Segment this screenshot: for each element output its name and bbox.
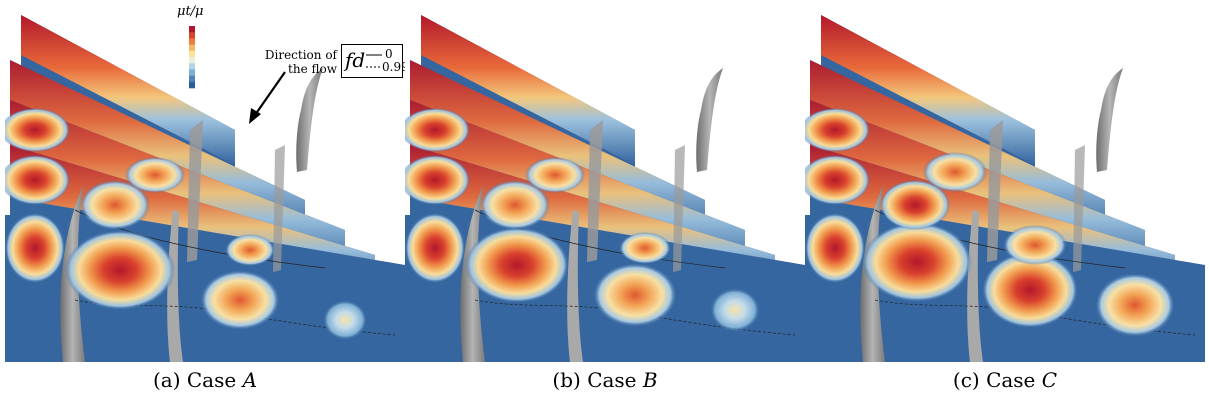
- flow-visualization-c: [805, 0, 1205, 365]
- vortex-core: [619, 232, 671, 264]
- flow-direction-arrow: [254, 71, 286, 116]
- vortex-core: [405, 108, 470, 152]
- arrowhead-icon: [249, 108, 261, 124]
- vortex-core: [323, 300, 367, 340]
- colorbar-swatch: [189, 32, 195, 39]
- colorbar: [189, 26, 195, 89]
- colorbar-swatch: [189, 26, 195, 33]
- vortex-core: [1095, 273, 1175, 337]
- colorbar-swatch: [189, 75, 195, 83]
- legend-lines: [366, 54, 382, 68]
- vortex-core: [710, 288, 760, 332]
- colorbar-swatch: [189, 38, 195, 45]
- vortex-core: [862, 222, 972, 302]
- caption-case: B: [642, 368, 658, 392]
- caption-prefix: (c) Case: [952, 368, 1042, 392]
- colorbar-swatch: [189, 44, 195, 52]
- flow-label-line2: the flow: [288, 62, 337, 76]
- caption-c: (c) Case C: [805, 368, 1205, 392]
- vortex-core: [200, 270, 280, 330]
- vortex-core: [923, 152, 987, 192]
- caption-case: C: [1041, 368, 1058, 392]
- colorbar-swatch: [189, 57, 195, 64]
- vortex-core: [805, 108, 870, 152]
- vortex-core: [225, 234, 275, 266]
- caption-case: A: [242, 368, 258, 392]
- vortex-core: [405, 213, 465, 283]
- legend-box: fd 0 0.99: [341, 44, 409, 78]
- vortex-core: [1003, 225, 1067, 265]
- colorbar-label: μt/μ: [177, 4, 204, 19]
- flow-visualization-b: [405, 0, 805, 365]
- colorbar-swatch: [189, 81, 195, 89]
- vortex-core: [805, 155, 870, 205]
- caption-prefix: (b) Case: [552, 368, 643, 392]
- vortex-core: [982, 252, 1078, 328]
- caption-a: (a) Case A: [5, 368, 405, 392]
- caption-b: (b) Case B: [405, 368, 805, 392]
- vortex-core: [405, 155, 470, 205]
- flow-visualization-a: [5, 0, 405, 365]
- vortex-core: [5, 155, 70, 205]
- vortex-core: [593, 263, 677, 327]
- colorbar-swatch: [189, 63, 195, 70]
- panel-c: (c) Case C: [805, 0, 1205, 403]
- legend-symbol: fd: [345, 48, 366, 72]
- flow-direction-label: Direction of the flow: [217, 48, 337, 76]
- vortex-core: [65, 230, 175, 310]
- vortex-core: [480, 180, 550, 230]
- panel-b: (b) Case B: [405, 0, 805, 403]
- colorbar-swatch: [189, 69, 195, 76]
- caption-prefix: (a) Case: [152, 368, 243, 392]
- flow-label-line1: Direction of: [264, 48, 337, 62]
- colorbar-swatch: [189, 50, 195, 58]
- panel-a: μt/μ Direction of the flow fd 0 0.99 (a)…: [5, 0, 409, 403]
- vortex-core: [880, 180, 950, 230]
- vortex-core: [125, 157, 185, 193]
- vortex-core: [465, 227, 569, 303]
- vortex-core: [525, 157, 585, 193]
- vortex-core: [5, 213, 65, 283]
- vortex-core: [805, 213, 865, 283]
- vortex-core: [5, 108, 70, 152]
- legend-solid-value: 0: [385, 47, 393, 61]
- vortex-core: [80, 180, 150, 230]
- legend-dashed-value: 0.99: [382, 60, 409, 74]
